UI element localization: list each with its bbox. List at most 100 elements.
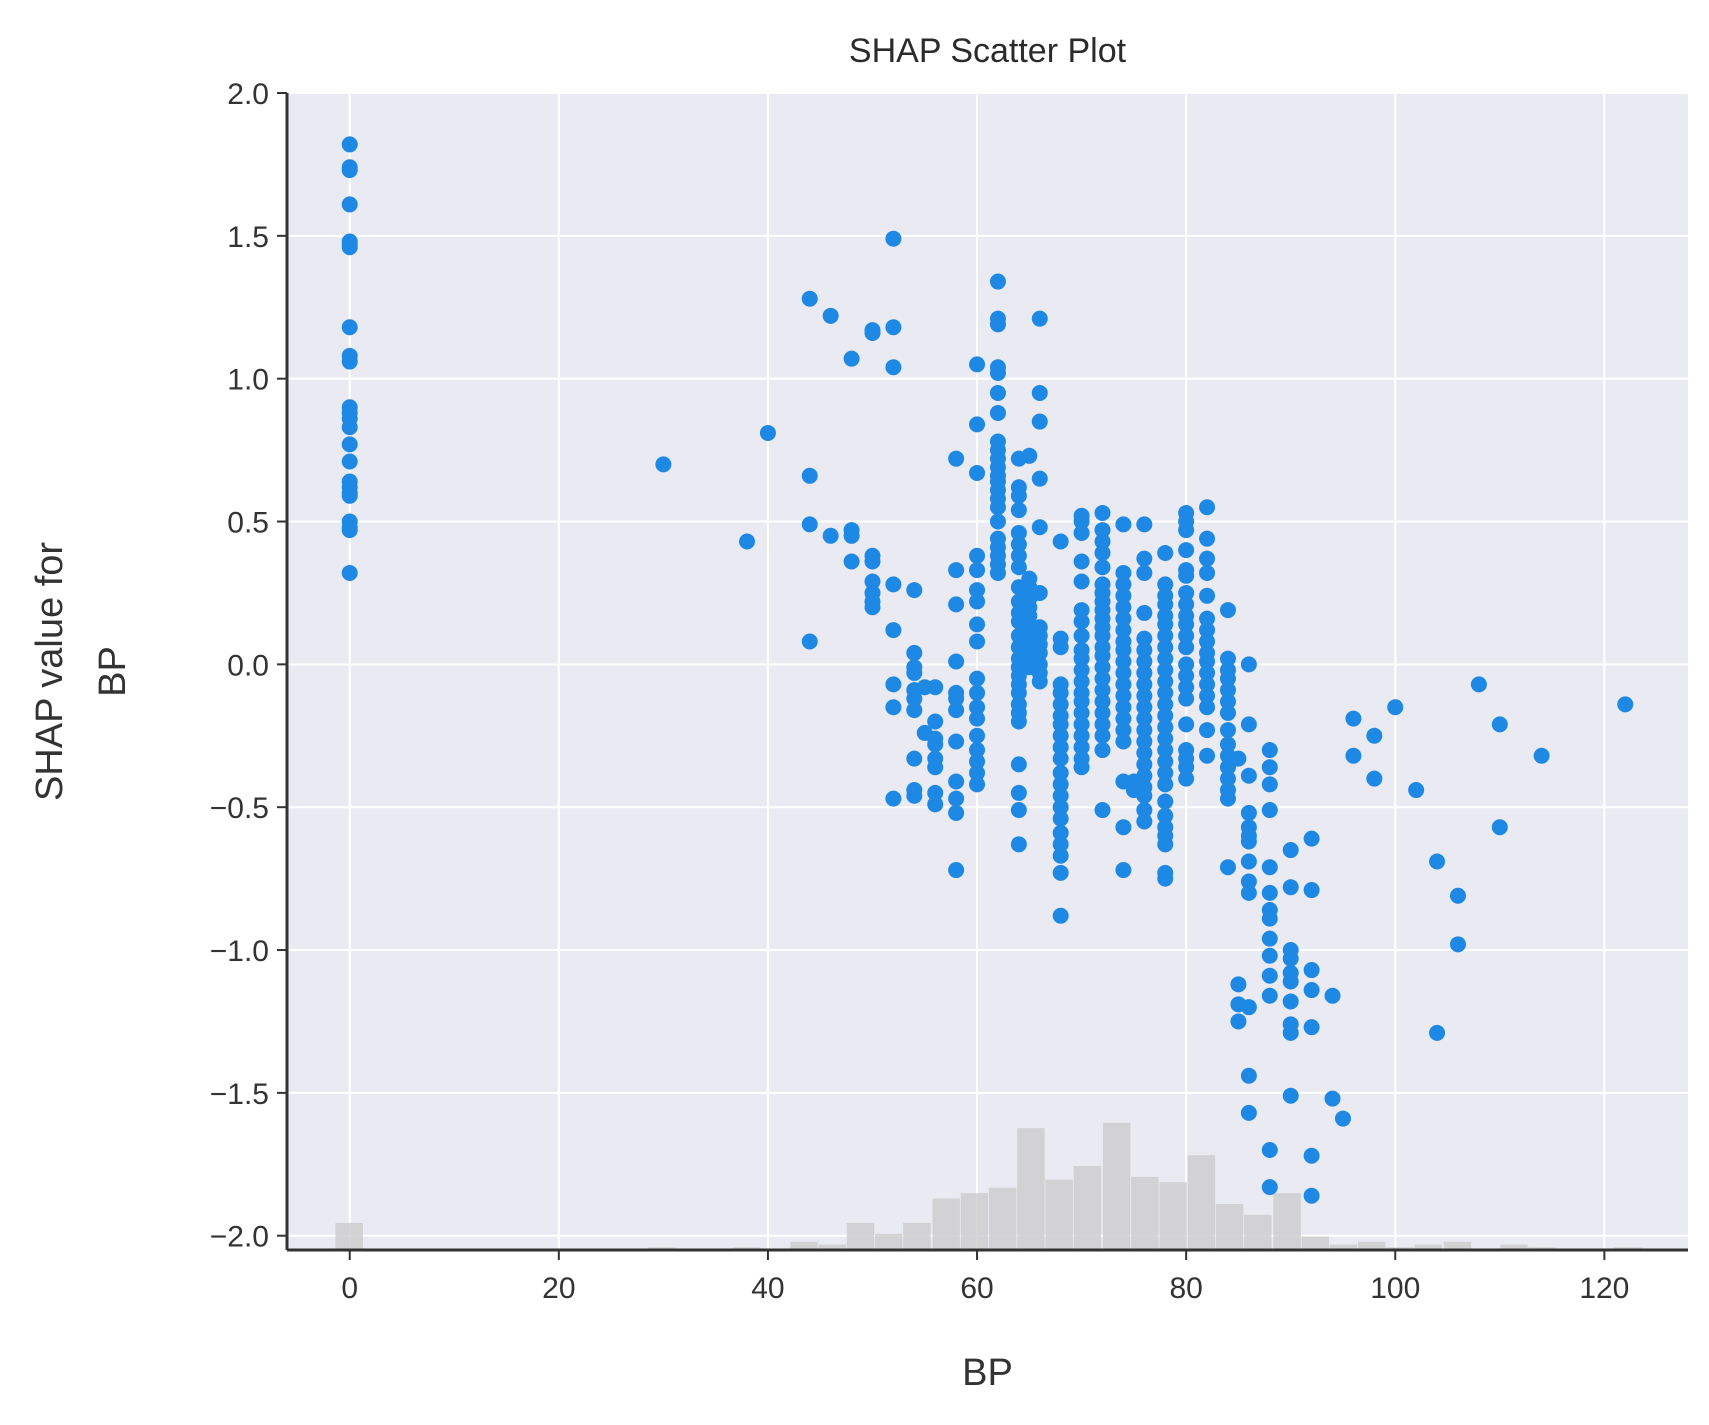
scatter-point xyxy=(1178,690,1195,707)
scatter-point xyxy=(1219,736,1236,753)
scatter-point xyxy=(1157,742,1174,759)
scatter-point xyxy=(1073,602,1090,619)
scatter-point xyxy=(1240,999,1257,1016)
y-tick-label: 1.0 xyxy=(227,364,269,397)
y-tick-label: 1.5 xyxy=(227,221,269,254)
scatter-point xyxy=(1094,627,1111,644)
scatter-point xyxy=(969,616,986,633)
scatter-point xyxy=(1073,739,1090,756)
scatter-point xyxy=(1230,1013,1247,1030)
scatter-point xyxy=(1136,550,1153,567)
scatter-point xyxy=(969,710,986,727)
scatter-point xyxy=(1010,547,1027,564)
scatter-point xyxy=(1052,750,1069,767)
scatter-point xyxy=(1073,553,1090,570)
scatter-point xyxy=(1136,564,1153,581)
scatter-point xyxy=(1073,650,1090,667)
scatter-point xyxy=(1261,1179,1278,1196)
scatter-point xyxy=(885,676,902,693)
scatter-point xyxy=(906,750,923,767)
scatter-point xyxy=(1157,719,1174,736)
scatter-point xyxy=(1261,987,1278,1004)
y-tick-label: −0.5 xyxy=(210,792,269,825)
scatter-point xyxy=(1031,644,1048,661)
scatter-point xyxy=(1157,764,1174,781)
scatter-point xyxy=(927,784,944,801)
histogram-bar xyxy=(875,1233,903,1250)
scatter-point xyxy=(1094,504,1111,521)
histogram-bar xyxy=(903,1222,931,1250)
scatter-point xyxy=(1073,513,1090,530)
scatter-point xyxy=(1470,676,1487,693)
scatter-point xyxy=(1345,747,1362,764)
scatter-point xyxy=(969,776,986,793)
scatter-point xyxy=(1282,950,1299,967)
scatter-point xyxy=(1115,710,1132,727)
scatter-point xyxy=(1157,596,1174,613)
scatter-point xyxy=(341,319,358,336)
scatter-point xyxy=(1073,524,1090,541)
scatter-point xyxy=(1136,767,1153,784)
scatter-point xyxy=(885,319,902,336)
scatter-point xyxy=(1199,676,1216,693)
histogram-bar xyxy=(846,1222,875,1250)
scatter-point xyxy=(927,736,944,753)
scatter-point xyxy=(1136,516,1153,533)
histogram-bar xyxy=(1215,1203,1244,1250)
scatter-point xyxy=(1199,550,1216,567)
scatter-point xyxy=(1449,887,1466,904)
scatter-point xyxy=(989,499,1006,516)
scatter-point xyxy=(1261,802,1278,819)
scatter-point xyxy=(1073,716,1090,733)
scatter-point xyxy=(969,742,986,759)
chart-title: SHAP Scatter Plot xyxy=(849,32,1127,70)
scatter-point xyxy=(341,564,358,581)
scatter-point xyxy=(885,622,902,639)
scatter-point xyxy=(1052,799,1069,816)
scatter-point xyxy=(1178,759,1195,776)
histogram-bar xyxy=(960,1193,989,1250)
scatter-point xyxy=(1282,842,1299,859)
scatter-point xyxy=(1073,727,1090,744)
scatter-point xyxy=(1157,807,1174,824)
histogram-bars xyxy=(335,1122,1642,1250)
scatter-point xyxy=(1387,699,1404,716)
x-tick-label: 40 xyxy=(751,1272,784,1305)
scatter-point xyxy=(1136,733,1153,750)
histogram-bar xyxy=(1414,1244,1442,1250)
scatter-point xyxy=(885,699,902,716)
scatter-point xyxy=(1115,576,1132,593)
scatter-point xyxy=(1115,699,1132,716)
scatter-point xyxy=(1199,564,1216,581)
scatter-point xyxy=(1136,642,1153,659)
scatter-point xyxy=(1052,764,1069,781)
scatter-point xyxy=(1010,713,1027,730)
scatter-point xyxy=(1136,756,1153,773)
scatter-point xyxy=(739,533,756,550)
scatter-point xyxy=(341,453,358,470)
histogram-bar xyxy=(1273,1193,1301,1250)
scatter-point xyxy=(1219,670,1236,687)
scatter-point xyxy=(1115,642,1132,659)
scatter-point xyxy=(948,862,965,879)
scatter-point xyxy=(655,456,672,473)
scatter-point xyxy=(864,573,881,590)
scatter-point xyxy=(969,416,986,433)
scatter-point xyxy=(1282,973,1299,990)
scatter-point xyxy=(1010,802,1027,819)
x-tick-label: 80 xyxy=(1169,1272,1202,1305)
scatter-point xyxy=(1366,770,1383,787)
scatter-point xyxy=(822,527,839,544)
y-tick-label: −2.0 xyxy=(210,1221,269,1254)
scatter-point xyxy=(1115,599,1132,616)
scatter-point xyxy=(1052,787,1069,804)
scatter-point xyxy=(341,239,358,256)
scatter-point xyxy=(1136,744,1153,761)
scatter-point xyxy=(1031,584,1048,601)
scatter-point xyxy=(989,513,1006,530)
x-tick-label: 60 xyxy=(960,1272,993,1305)
scatter-point xyxy=(759,424,776,441)
scatter-point xyxy=(1136,653,1153,670)
scatter-point xyxy=(801,290,818,307)
scatter-point xyxy=(1366,727,1383,744)
